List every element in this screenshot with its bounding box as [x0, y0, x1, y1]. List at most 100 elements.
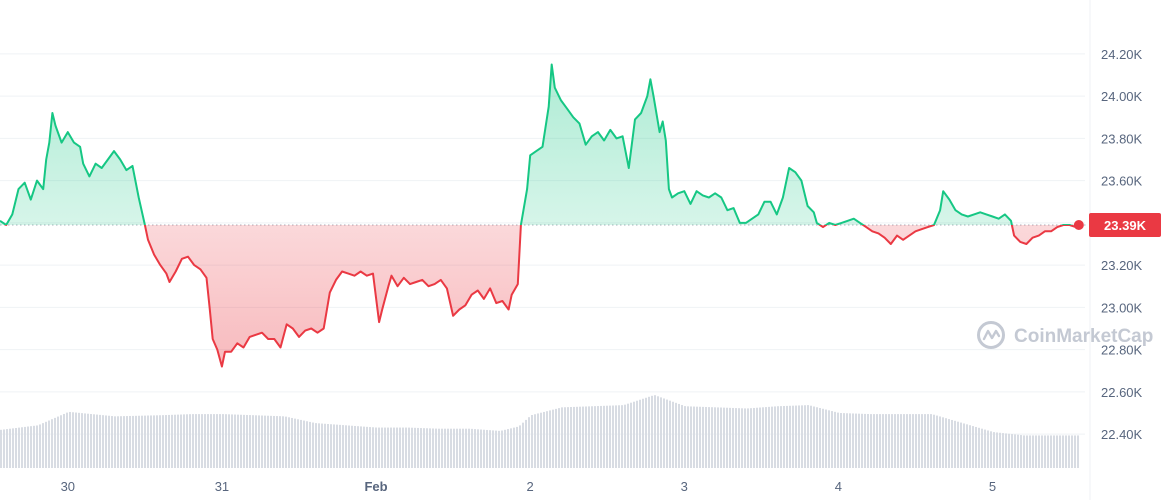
- x-axis: 30 31 Feb 2 3 4 5: [61, 479, 997, 494]
- volume-bar: [138, 415, 140, 468]
- volume-bar: [942, 417, 944, 468]
- volume-bar: [864, 413, 866, 468]
- volume-bar: [675, 402, 677, 468]
- volume-bar: [411, 427, 413, 468]
- volume-bar: [81, 413, 83, 468]
- volume-bar: [54, 417, 56, 468]
- volume-bar: [312, 422, 314, 468]
- volume-bar: [765, 407, 767, 468]
- volume-bar: [948, 419, 950, 468]
- volume-bar: [24, 426, 26, 468]
- volume-bar: [621, 405, 623, 468]
- volume-bar: [678, 403, 680, 468]
- volume-bar: [105, 415, 107, 468]
- volume-bar: [993, 432, 995, 468]
- y-axis: 24.20K24.00K23.80K23.60K23.40K23.20K23.0…: [1101, 47, 1143, 442]
- volume-bar: [684, 406, 686, 468]
- volume-bar: [795, 405, 797, 468]
- volume-bar: [738, 408, 740, 468]
- volume-bar: [195, 414, 197, 468]
- volume-bar: [189, 414, 191, 468]
- volume-bar: [123, 416, 125, 468]
- volume-bar: [750, 408, 752, 468]
- volume-bar: [501, 430, 503, 468]
- volume-bar: [798, 405, 800, 468]
- volume-bar: [393, 427, 395, 468]
- volume-bar: [366, 426, 368, 468]
- y-tick-label: 22.40K: [1101, 427, 1143, 442]
- volume-bar: [141, 415, 143, 468]
- volume-bar: [981, 428, 983, 468]
- volume-bar: [342, 425, 344, 468]
- volume-bar: [6, 429, 8, 468]
- volume-bar: [174, 414, 176, 468]
- volume-bar: [9, 428, 11, 468]
- volume-bar: [249, 415, 251, 468]
- volume-bar: [93, 414, 95, 468]
- volume-bar: [480, 429, 482, 468]
- volume-bar: [987, 430, 989, 468]
- volume-bar: [822, 408, 824, 468]
- volume-bar: [276, 416, 278, 468]
- volume-bar: [507, 429, 509, 468]
- volume-bar: [900, 414, 902, 468]
- volume-bar: [1071, 435, 1073, 468]
- volume-bar: [519, 425, 521, 468]
- volume-bar: [285, 416, 287, 468]
- volume-bar: [432, 428, 434, 468]
- volume-bar: [888, 414, 890, 468]
- volume-bar: [186, 414, 188, 468]
- volume-bar: [375, 427, 377, 468]
- volume-bar: [687, 406, 689, 468]
- volume-bar: [282, 416, 284, 468]
- volume-bar: [489, 430, 491, 468]
- volume-bar: [762, 407, 764, 468]
- volume-bar: [756, 407, 758, 468]
- volume-bar: [111, 416, 113, 468]
- x-tick-label: 3: [681, 479, 688, 494]
- volume-bar: [879, 414, 881, 468]
- volume-bar: [690, 406, 692, 468]
- volume-bar: [483, 429, 485, 468]
- volume-bar: [1032, 435, 1034, 468]
- volume-bar: [126, 416, 128, 468]
- volume-bar: [1068, 435, 1070, 468]
- volume-bar: [870, 414, 872, 468]
- volume-bar: [543, 411, 545, 468]
- volume-bar: [1011, 434, 1013, 468]
- volume-bar: [333, 424, 335, 468]
- volume-bar: [336, 424, 338, 468]
- volume-bar: [741, 408, 743, 468]
- volume-bar: [171, 414, 173, 468]
- volume-bar: [1077, 435, 1079, 468]
- volume-bar: [702, 406, 704, 468]
- volume-bar: [732, 407, 734, 468]
- volume-bar: [804, 405, 806, 468]
- volume-bar: [222, 414, 224, 468]
- volume-bar: [663, 398, 665, 468]
- volume-bar: [297, 419, 299, 468]
- volume-bar: [588, 406, 590, 468]
- volume-bar: [579, 406, 581, 468]
- volume-bar: [321, 423, 323, 468]
- volume-bar: [15, 427, 17, 468]
- volume-bar: [57, 416, 59, 468]
- volume-bar: [951, 419, 953, 468]
- volume-bar: [120, 416, 122, 468]
- volume-bar: [504, 429, 506, 468]
- volume-bar: [648, 396, 650, 468]
- area-above-baseline: [0, 64, 1012, 225]
- volume-bar: [930, 414, 932, 468]
- volume-bar: [612, 405, 614, 468]
- volume-bar: [51, 419, 53, 468]
- volume-bar: [117, 416, 119, 468]
- volume-bar: [147, 415, 149, 468]
- volume-bar: [783, 406, 785, 468]
- volume-bar: [537, 413, 539, 468]
- volume-bar: [723, 407, 725, 468]
- x-tick-label: 4: [835, 479, 842, 494]
- volume-bar: [924, 414, 926, 468]
- volume-bar: [156, 415, 158, 468]
- volume-bar: [495, 430, 497, 468]
